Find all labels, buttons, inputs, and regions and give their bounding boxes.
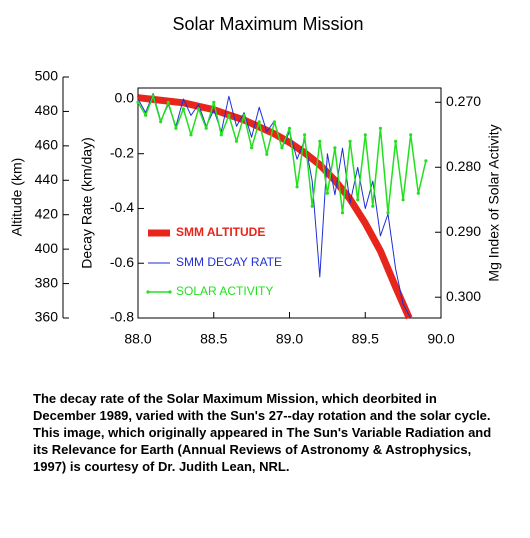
- y3-tick-label: 500: [35, 68, 59, 84]
- y3-tick-label: 380: [35, 274, 59, 290]
- legend-label: SMM DECAY RATE: [176, 255, 282, 269]
- y2-tick-label: 0.280: [446, 158, 481, 174]
- y3-tick-label: 400: [35, 240, 59, 256]
- x-tick-label: 89.0: [276, 331, 303, 347]
- y-tick-label: -0.6: [110, 254, 134, 270]
- x-tick-label: 88.5: [200, 331, 227, 347]
- x-tick-label: 90.0: [427, 331, 454, 347]
- y3-tick-label: 420: [35, 205, 59, 221]
- y-tick-label: -0.8: [110, 309, 134, 325]
- chart-title: Solar Maximum Mission: [172, 14, 363, 34]
- y3-tick-label: 360: [35, 309, 59, 325]
- x-tick-label: 88.0: [124, 331, 151, 347]
- y-tick-label: 0.0: [115, 90, 135, 106]
- y3-axis-label: Altitude (km): [9, 158, 25, 237]
- y3-tick-label: 440: [35, 171, 59, 187]
- y2-axis-label: Mg Index of Solar Activity: [486, 124, 502, 281]
- y-axis-label: Decay Rate (km/day): [79, 137, 95, 268]
- y2-tick-label: 0.290: [446, 223, 481, 239]
- series-line: [136, 94, 428, 215]
- caption: The decay rate of the Solar Maximum Miss…: [33, 391, 492, 474]
- y-tick-label: -0.4: [110, 199, 134, 215]
- chart: Solar Maximum Mission Altitude (km) Deca…: [9, 14, 502, 347]
- y-tick-label: -0.2: [110, 144, 134, 160]
- y3-tick-label: 480: [35, 102, 59, 118]
- y2-tick-label: 0.300: [446, 288, 481, 304]
- legend-label: SMM ALTITUDE: [176, 225, 265, 239]
- y3-tick-label: 460: [35, 137, 59, 153]
- y2-tick-label: 0.270: [446, 93, 481, 109]
- x-tick-label: 89.5: [352, 331, 379, 347]
- legend-label: SOLAR ACTIVITY: [176, 284, 273, 298]
